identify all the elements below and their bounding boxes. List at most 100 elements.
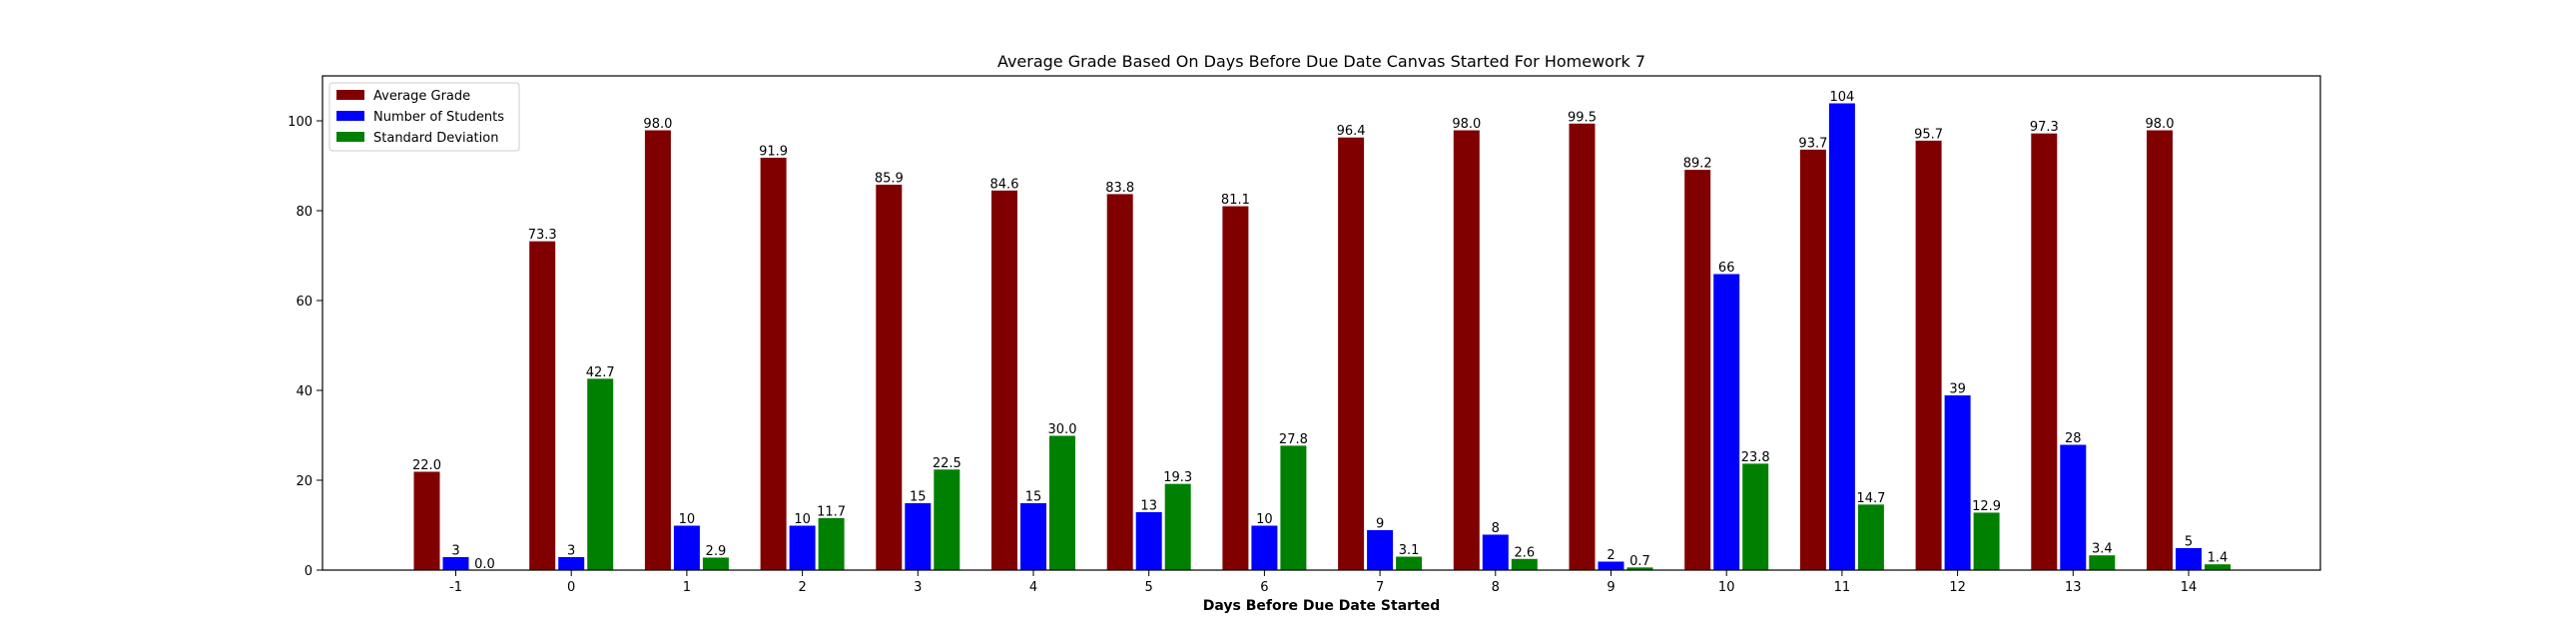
legend-label-average-grade: Average Grade — [373, 89, 470, 104]
bar-number-of-students-5 — [1134, 511, 1163, 571]
y-tick-label: 20 — [296, 474, 313, 489]
bar-standard-deviation-13 — [2088, 554, 2117, 571]
bar-number-of-students--1 — [441, 556, 470, 571]
data-label-standard-deviation-6: 27.8 — [1279, 432, 1308, 447]
data-label-number-of-students-2: 10 — [794, 512, 811, 527]
bar-average-grade-7 — [1337, 136, 1366, 571]
bar-standard-deviation-4 — [1048, 434, 1076, 571]
bar-standard-deviation-12 — [1972, 511, 2001, 571]
data-label-number-of-students-0: 3 — [567, 544, 575, 559]
bar-number-of-students-7 — [1366, 529, 1395, 571]
data-label-standard-deviation-4: 30.0 — [1048, 422, 1077, 437]
data-label-number-of-students-5: 13 — [1140, 499, 1157, 514]
bar-average-grade-5 — [1105, 193, 1134, 571]
x-tick-label: 5 — [1145, 580, 1153, 595]
x-tick-label: 1 — [683, 580, 691, 595]
data-label-average-grade-7: 96.4 — [1337, 124, 1366, 139]
y-tick-label: 0 — [305, 564, 313, 579]
bar-average-grade-11 — [1798, 148, 1827, 571]
bar-standard-deviation-2 — [817, 516, 846, 571]
x-tick-label: 2 — [798, 580, 806, 595]
data-label-average-grade-5: 83.8 — [1105, 181, 1134, 196]
data-label-standard-deviation-2: 11.7 — [817, 504, 846, 519]
data-label-standard-deviation--1: 0.0 — [474, 557, 495, 572]
x-tick-label: 13 — [2065, 580, 2082, 595]
data-label-average-grade-9: 99.5 — [1568, 110, 1597, 125]
legend-swatch-number-of-students — [336, 111, 364, 121]
data-label-standard-deviation-1: 2.9 — [706, 544, 727, 559]
data-label-average-grade-10: 89.2 — [1683, 157, 1712, 172]
chart-title: Average Grade Based On Days Before Due D… — [997, 52, 1645, 71]
x-tick-label: 0 — [567, 580, 575, 595]
data-label-standard-deviation-13: 3.4 — [2092, 542, 2113, 557]
x-tick-label: 12 — [1949, 580, 1966, 595]
data-label-average-grade-1: 98.0 — [643, 117, 672, 132]
data-label-average-grade-14: 98.0 — [2146, 117, 2175, 132]
bar-number-of-students-10 — [1712, 273, 1741, 571]
data-label-average-grade-4: 84.6 — [990, 177, 1019, 192]
data-label-number-of-students--1: 3 — [451, 544, 459, 559]
bar-number-of-students-11 — [1827, 102, 1856, 571]
legend-swatch-standard-deviation — [336, 132, 364, 142]
x-tick-label: 6 — [1260, 580, 1268, 595]
bar-number-of-students-2 — [788, 524, 817, 571]
data-label-number-of-students-13: 28 — [2065, 431, 2082, 446]
legend-label-number-of-students: Number of Students — [373, 110, 504, 125]
plot-frame — [322, 75, 2321, 571]
data-label-standard-deviation-9: 0.7 — [1629, 554, 1650, 569]
data-label-standard-deviation-12: 12.9 — [1972, 499, 2001, 514]
x-tick-label: 14 — [2181, 580, 2198, 595]
data-label-standard-deviation-3: 22.5 — [933, 456, 962, 471]
x-tick-label: -1 — [449, 580, 462, 595]
y-tick-label: 100 — [288, 115, 313, 130]
bar-number-of-students-0 — [557, 556, 586, 571]
x-tick-label: 9 — [1607, 580, 1614, 595]
bar-average-grade-3 — [875, 183, 904, 571]
bar-average-grade-13 — [2030, 132, 2059, 571]
data-label-standard-deviation-8: 2.6 — [1514, 545, 1535, 560]
x-tick-label: 11 — [1834, 580, 1851, 595]
data-label-average-grade-13: 97.3 — [2030, 120, 2059, 135]
bar-standard-deviation-3 — [933, 468, 962, 571]
bar-number-of-students-8 — [1481, 533, 1510, 571]
legend-box — [328, 82, 520, 152]
data-labels-layer: 22.0 73.3 98.0 91.9 85.9 84.6 83.8 81.1 96.4 98.0… — [412, 90, 2228, 572]
data-label-average-grade-3: 85.9 — [875, 171, 904, 186]
bar-average-grade-14 — [2146, 129, 2174, 571]
bar-standard-deviation-5 — [1163, 482, 1192, 571]
data-label-average-grade--1: 22.0 — [412, 458, 441, 473]
bar-average-grade-9 — [1568, 122, 1597, 571]
data-label-number-of-students-6: 10 — [1256, 512, 1273, 527]
data-label-number-of-students-14: 5 — [2185, 535, 2193, 550]
bar-average-grade-2 — [759, 156, 788, 571]
data-label-number-of-students-9: 2 — [1607, 548, 1614, 563]
bar-number-of-students-6 — [1250, 524, 1279, 571]
legend-label-standard-deviation: Standard Deviation — [373, 131, 498, 146]
bar-number-of-students-3 — [904, 502, 933, 571]
data-label-standard-deviation-7: 3.1 — [1399, 543, 1420, 558]
y-axis: 0 20 40 60 80 100 — [288, 115, 322, 579]
y-tick-label: 40 — [296, 384, 313, 399]
data-label-number-of-students-1: 10 — [679, 512, 696, 527]
data-label-standard-deviation-0: 42.7 — [586, 365, 615, 380]
bar-average-grade-12 — [1914, 139, 1943, 571]
bar-standard-deviation-7 — [1395, 555, 1424, 571]
bar-standard-deviation-6 — [1279, 444, 1308, 571]
data-label-average-grade-0: 73.3 — [528, 228, 557, 243]
data-label-average-grade-11: 93.7 — [1798, 136, 1827, 151]
y-tick-label: 80 — [296, 205, 313, 220]
data-label-standard-deviation-10: 23.8 — [1741, 450, 1770, 465]
x-axis-label: Days Before Due Date Started — [1203, 598, 1441, 614]
data-label-number-of-students-4: 15 — [1025, 490, 1042, 505]
data-label-number-of-students-12: 39 — [1949, 382, 1966, 397]
bar-number-of-students-4 — [1019, 502, 1047, 571]
data-label-number-of-students-10: 66 — [1718, 261, 1735, 276]
bar-standard-deviation-11 — [1856, 503, 1885, 571]
bar-number-of-students-1 — [672, 524, 701, 571]
bar-number-of-students-14 — [2175, 547, 2203, 571]
data-label-number-of-students-8: 8 — [1492, 521, 1500, 536]
bar-average-grade-6 — [1221, 205, 1250, 571]
data-label-standard-deviation-11: 14.7 — [1856, 491, 1885, 506]
bar-standard-deviation-0 — [586, 377, 615, 571]
